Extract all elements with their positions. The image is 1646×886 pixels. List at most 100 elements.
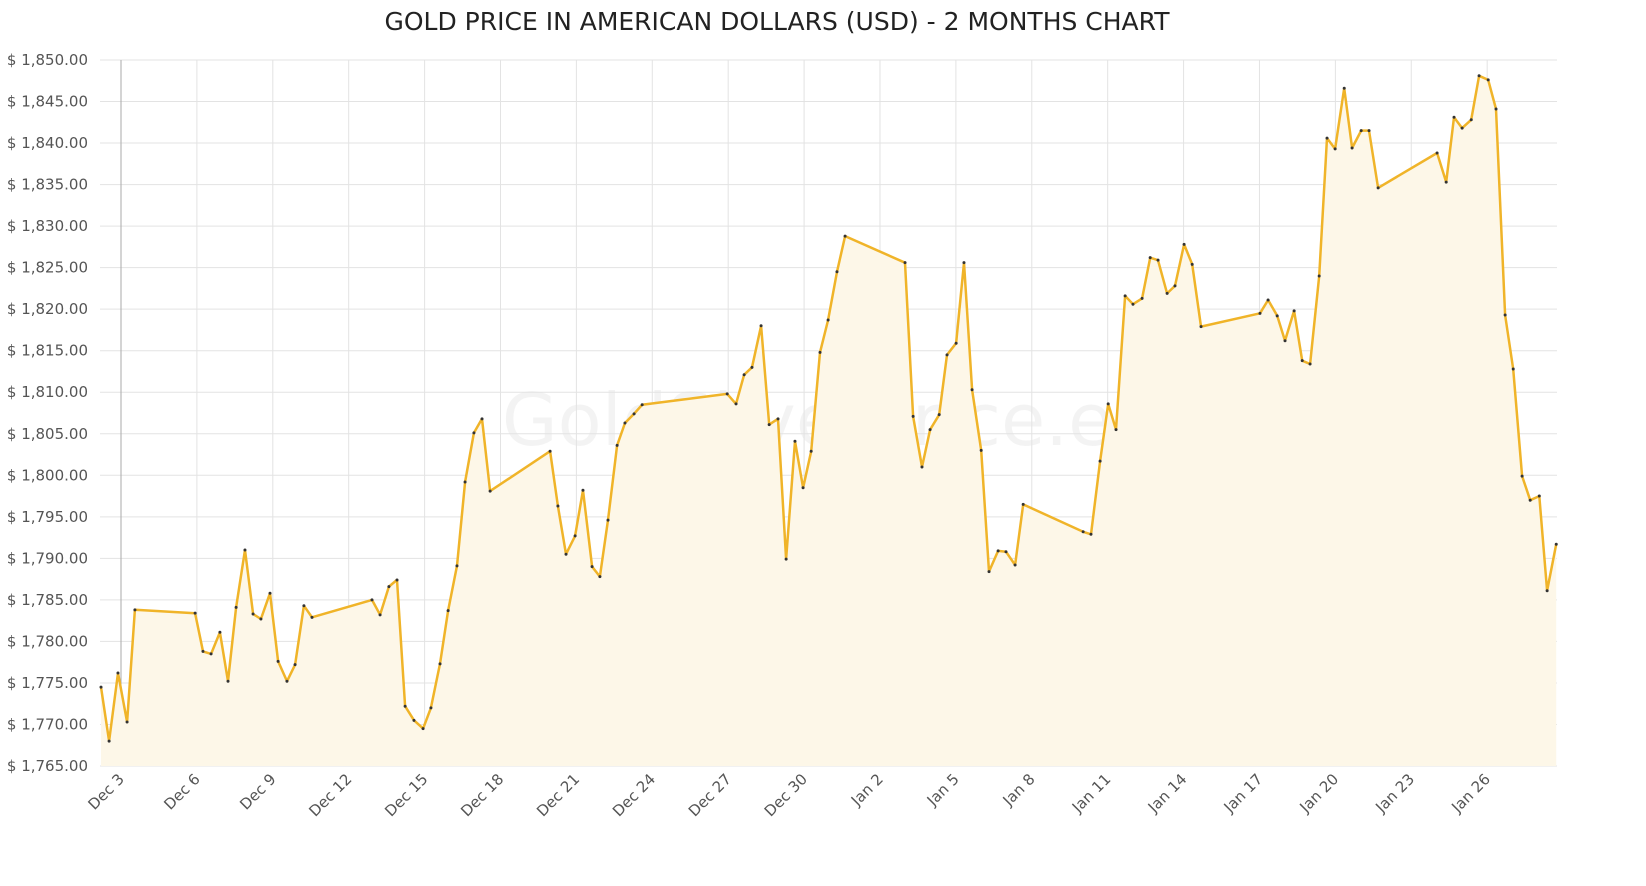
- point: [928, 428, 932, 432]
- point: [826, 318, 830, 322]
- point: [1266, 298, 1270, 302]
- point: [1275, 314, 1279, 318]
- point: [234, 605, 238, 609]
- point: [750, 365, 754, 369]
- point: [395, 578, 399, 582]
- point: [937, 413, 941, 417]
- point: [1148, 256, 1152, 260]
- y-tick-label: $ 1,840.00: [7, 134, 88, 152]
- x-tick-label: Jan 23: [1371, 770, 1418, 817]
- point: [1283, 339, 1287, 343]
- x-tick-label: Dec 3: [84, 770, 127, 813]
- y-tick-label: $ 1,770.00: [7, 715, 88, 733]
- y-tick-label: $ 1,790.00: [7, 549, 88, 567]
- point: [1545, 589, 1549, 593]
- x-tick-label: Jan 14: [1144, 770, 1191, 817]
- point: [1342, 86, 1346, 90]
- point: [302, 604, 306, 608]
- point: [107, 739, 111, 743]
- point: [1452, 115, 1456, 119]
- point: [1190, 262, 1194, 266]
- x-tick-label: Jan 26: [1447, 770, 1494, 817]
- point: [387, 585, 391, 589]
- point: [243, 548, 247, 552]
- x-tick-label: Jan 20: [1296, 770, 1343, 817]
- point: [421, 727, 425, 731]
- point: [99, 685, 103, 689]
- y-tick-label: $ 1,825.00: [7, 259, 88, 277]
- point: [962, 261, 966, 265]
- point: [1140, 296, 1144, 300]
- point: [488, 489, 492, 493]
- y-tick-label: $ 1,765.00: [7, 757, 88, 775]
- point: [1199, 325, 1203, 329]
- point: [1477, 74, 1481, 78]
- x-tick-label: Dec 27: [685, 770, 735, 820]
- x-tick-label: Jan 17: [1220, 770, 1267, 817]
- point: [403, 704, 407, 708]
- point: [310, 615, 314, 619]
- y-tick-label: $ 1,835.00: [7, 176, 88, 194]
- y-tick-label: $ 1,820.00: [7, 300, 88, 318]
- y-tick-label: $ 1,810.00: [7, 383, 88, 401]
- y-tick-label: $ 1,805.00: [7, 425, 88, 443]
- point: [1021, 502, 1025, 506]
- point: [1182, 242, 1186, 246]
- point: [793, 439, 797, 443]
- point: [226, 679, 230, 683]
- point: [1173, 284, 1177, 288]
- point: [1520, 474, 1524, 478]
- point: [285, 679, 289, 683]
- point: [268, 591, 272, 595]
- point: [1258, 311, 1262, 315]
- point: [1460, 126, 1464, 130]
- point: [259, 617, 263, 621]
- point: [438, 662, 442, 666]
- x-tick-label: Dec 30: [761, 770, 811, 820]
- point: [1325, 136, 1329, 140]
- area: [101, 75, 1557, 767]
- point: [1537, 494, 1541, 498]
- x-tick-label: Dec 24: [609, 770, 659, 820]
- point: [1114, 428, 1118, 432]
- point: [1292, 309, 1296, 313]
- x-tick-label: Jan 5: [923, 770, 963, 810]
- point: [767, 423, 771, 427]
- x-tick-label: Dec 15: [381, 770, 431, 820]
- point: [1317, 274, 1321, 278]
- y-tick-label: $ 1,830.00: [7, 217, 88, 235]
- y-tick-label: $ 1,795.00: [7, 508, 88, 526]
- point: [970, 388, 974, 392]
- point: [1435, 151, 1439, 155]
- x-tick-label: Jan 11: [1068, 770, 1115, 817]
- point: [725, 392, 729, 396]
- x-tick-label: Jan 2: [847, 770, 887, 810]
- point: [1098, 459, 1102, 463]
- line: [99, 74, 1558, 743]
- point: [548, 449, 552, 453]
- x-tick-label: Dec 21: [533, 770, 583, 820]
- point: [784, 557, 788, 561]
- point: [1528, 498, 1532, 502]
- point: [1165, 291, 1169, 295]
- point: [590, 565, 594, 569]
- point: [1089, 532, 1093, 536]
- point: [581, 488, 585, 492]
- point: [987, 570, 991, 574]
- point: [1511, 367, 1515, 371]
- point: [818, 350, 822, 354]
- y-tick-label: $ 1,780.00: [7, 632, 88, 650]
- point: [370, 598, 374, 602]
- point: [412, 718, 416, 722]
- point: [133, 608, 137, 612]
- point: [954, 341, 958, 345]
- point: [632, 412, 636, 416]
- y-tick-label: $ 1,815.00: [7, 342, 88, 360]
- point: [734, 402, 738, 406]
- point: [251, 612, 255, 616]
- point: [446, 609, 450, 613]
- point: [378, 613, 382, 617]
- point: [193, 611, 197, 615]
- point: [809, 449, 813, 453]
